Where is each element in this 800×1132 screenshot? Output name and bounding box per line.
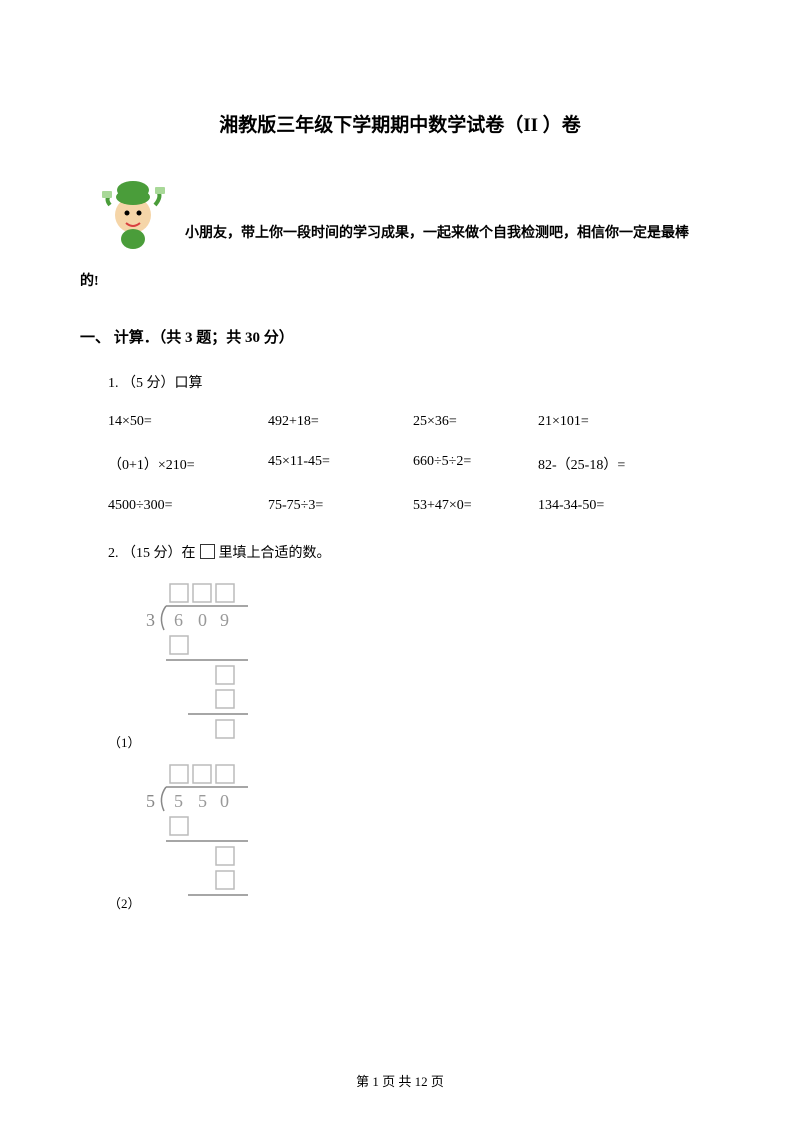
q2-label: 2. （15 分）在 里填上合适的数。 <box>108 542 720 562</box>
q1-label: 1. （5 分）口算 <box>108 372 720 392</box>
division-2: 5 5 5 0 <box>138 763 720 903</box>
svg-text:6: 6 <box>174 610 183 630</box>
q2-label-b: 里填上合适的数。 <box>219 542 331 562</box>
blank-box-icon <box>200 544 215 559</box>
svg-text:5: 5 <box>198 791 207 811</box>
exam-title: 湘教版三年级下学期期中数学试卷（II ）卷 <box>80 110 720 137</box>
calc-cell: 53+47×0= <box>413 498 538 514</box>
sub-1-label: （1） <box>108 732 720 751</box>
calc-cell: 45×11-45= <box>268 454 413 474</box>
calc-cell: （0+1）×210= <box>108 454 268 474</box>
svg-text:9: 9 <box>220 610 229 630</box>
svg-text:0: 0 <box>220 791 229 811</box>
sub-2-label: （2） <box>108 893 720 912</box>
student-avatar <box>100 177 170 252</box>
calc-cell: 75-75÷3= <box>268 498 413 514</box>
calc-row-1: 14×50= 492+18= 25×36= 21×101= <box>108 414 720 430</box>
svg-text:5: 5 <box>174 791 183 811</box>
q2-label-a: 2. （15 分）在 <box>108 542 196 562</box>
intro-text-2: 的! <box>80 267 720 298</box>
calc-cell: 4500÷300= <box>108 498 268 514</box>
calc-row-3: 4500÷300= 75-75÷3= 53+47×0= 134-34-50= <box>108 498 720 514</box>
calc-row-2: （0+1）×210= 45×11-45= 660÷5÷2= 82-（25-18）… <box>108 454 720 474</box>
calc-cell: 25×36= <box>413 414 538 430</box>
page-footer: 第 1 页 共 12 页 <box>0 1071 800 1090</box>
calc-cell: 660÷5÷2= <box>413 454 538 474</box>
svg-text:5: 5 <box>146 791 155 811</box>
intro-text-1: 小朋友，带上你一段时间的学习成果，一起来做个自我检测吧，相信你一定是最棒 <box>185 219 689 252</box>
svg-text:0: 0 <box>198 610 207 630</box>
section-1-header: 一、 计算．（共 3 题；共 30 分） <box>80 326 720 347</box>
calc-cell: 134-34-50= <box>538 498 720 514</box>
calc-cell: 492+18= <box>268 414 413 430</box>
calc-cell: 14×50= <box>108 414 268 430</box>
calc-cell: 82-（25-18）= <box>538 454 720 474</box>
intro-row: 小朋友，带上你一段时间的学习成果，一起来做个自我检测吧，相信你一定是最棒 <box>80 177 720 252</box>
division-1: 3 6 0 9 <box>138 582 720 742</box>
calc-cell: 21×101= <box>538 414 720 430</box>
svg-text:3: 3 <box>146 610 155 630</box>
